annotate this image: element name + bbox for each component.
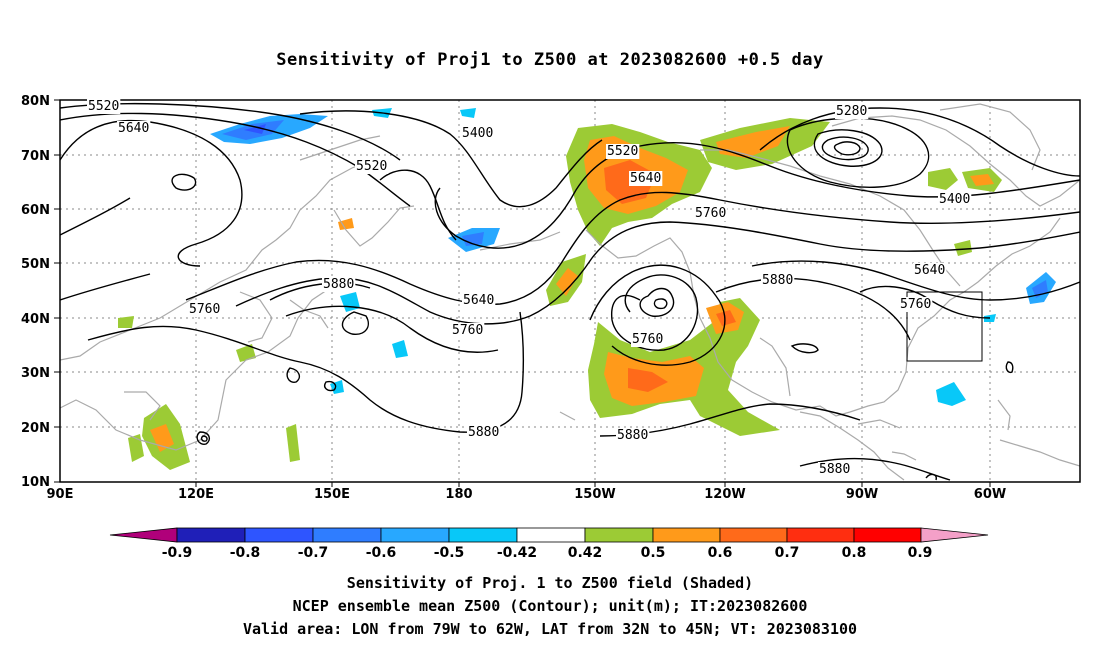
contour-label: 5880 — [617, 428, 648, 443]
colorbar-swatch — [719, 527, 788, 543]
contour-label: 5760 — [189, 302, 220, 317]
contour-label: 5880 — [323, 277, 354, 292]
lon-label: 90W — [846, 487, 878, 502]
contour-label-background — [322, 277, 356, 292]
colorbar-labels: -0.9 -0.8 -0.7 -0.6 -0.5 -0.42 0.42 0.5 … — [162, 545, 933, 561]
contour-label-background — [694, 206, 728, 221]
lat-label: 30N — [21, 366, 50, 381]
lon-label: 150W — [574, 487, 615, 502]
lon-label: 180 — [445, 487, 472, 502]
colorbar-swatch — [244, 527, 314, 543]
contour-label-background — [461, 126, 495, 141]
contour-label: 5640 — [118, 121, 149, 136]
contour-label: 5760 — [695, 206, 726, 221]
contour-label-background — [451, 323, 485, 338]
contour-label-background — [616, 428, 650, 443]
contour-labels: 5520 5640 5520 5400 5520 5640 5760 5280 … — [87, 99, 972, 477]
colorbar-swatch — [312, 527, 382, 543]
colorbar-label: 0.6 — [708, 545, 733, 561]
contour-label-background — [117, 121, 151, 136]
colorbar-label: 0.8 — [842, 545, 867, 561]
colorbar-label: 0.42 — [568, 545, 603, 561]
colorbar-swatch — [516, 527, 586, 543]
contour-label-background — [938, 192, 972, 207]
contour-label: 5880 — [819, 462, 850, 477]
caption-line-1: Sensitivity of Proj. 1 to Z500 field (Sh… — [346, 574, 754, 592]
contour-label: 5640 — [630, 171, 661, 186]
colorbar-label: -0.7 — [298, 545, 329, 561]
lat-label: 50N — [21, 257, 50, 272]
colorbar-swatch — [786, 527, 855, 543]
lat-label: 60N — [21, 203, 50, 218]
contour-label-background — [467, 425, 501, 440]
colorbar-label: 0.7 — [775, 545, 800, 561]
lon-label: 60W — [974, 487, 1006, 502]
lat-label: 70N — [21, 149, 50, 164]
caption-line-3: Valid area: LON from 79W to 62W, LAT fro… — [242, 620, 858, 638]
contour-label-background — [355, 159, 389, 174]
contour-label: 5400 — [939, 192, 970, 207]
contour-label: 5280 — [836, 104, 867, 119]
lat-label: 20N — [21, 421, 50, 436]
colorbar-arrow-low — [109, 527, 178, 543]
colorbar-swatch — [380, 527, 450, 543]
contour-label-background — [835, 104, 869, 119]
colorbar-label: -0.9 — [162, 545, 193, 561]
latitude-labels: 80N 70N 60N 50N 40N 30N 20N 10N — [21, 94, 50, 490]
contour-label-background — [913, 263, 947, 278]
lon-label: 90E — [47, 487, 74, 502]
contour-label-background — [629, 171, 663, 186]
contour-label-background — [606, 144, 640, 159]
colorbar-label: 0.9 — [908, 545, 933, 561]
colorbar-label: -0.42 — [497, 545, 537, 561]
colorbar-swatch — [448, 527, 518, 543]
colorbar-label: -0.8 — [230, 545, 261, 561]
colorbar-label: 0.5 — [641, 545, 666, 561]
contour-label: 5640 — [463, 293, 494, 308]
lon-label: 150E — [314, 487, 350, 502]
map-frame — [59, 99, 1081, 483]
contour-label-background — [188, 302, 222, 317]
contour-label: 5760 — [900, 297, 931, 312]
lat-label: 40N — [21, 312, 50, 327]
longitude-labels: 90E 120E 150E 180 150W 120W 90W 60W — [47, 487, 1007, 502]
colorbar-swatch — [584, 527, 654, 543]
colorbar-swatch — [176, 527, 246, 543]
map-title: Sensitivity of Proj1 to Z500 at 20230826… — [276, 50, 824, 70]
contour-label-background — [899, 297, 933, 312]
lon-label: 120W — [704, 487, 745, 502]
contour-label-background — [761, 273, 795, 288]
contour-label-background — [631, 332, 665, 347]
latitude-ticks — [54, 99, 60, 483]
contour-label: 5520 — [88, 99, 119, 114]
lat-label: 80N — [21, 94, 50, 109]
valid-area-box — [906, 291, 983, 362]
colorbar-label: -0.6 — [366, 545, 397, 561]
contour-label: 5760 — [632, 332, 663, 347]
contour-label: 5880 — [468, 425, 499, 440]
colorbar-arrow-high — [920, 527, 989, 543]
longitude-ticks — [195, 482, 991, 487]
contour-label: 5880 — [762, 273, 793, 288]
lat-label: 10N — [21, 475, 50, 490]
contour-label-background — [87, 99, 121, 114]
contour-label: 5520 — [607, 144, 638, 159]
contour-label: 5640 — [914, 263, 945, 278]
colorbar-swatch — [652, 527, 721, 543]
contour-label: 5520 — [356, 159, 387, 174]
contour-label: 5760 — [452, 323, 483, 338]
colorbar-label: -0.5 — [434, 545, 465, 561]
colorbar-swatch — [853, 527, 922, 543]
colorbar — [109, 527, 989, 543]
caption-line-2: NCEP ensemble mean Z500 (Contour); unit(… — [292, 597, 808, 615]
contour-label: 5400 — [462, 126, 493, 141]
contour-label-background — [818, 462, 852, 477]
contour-label-background — [462, 293, 496, 308]
lon-label: 120E — [178, 487, 214, 502]
